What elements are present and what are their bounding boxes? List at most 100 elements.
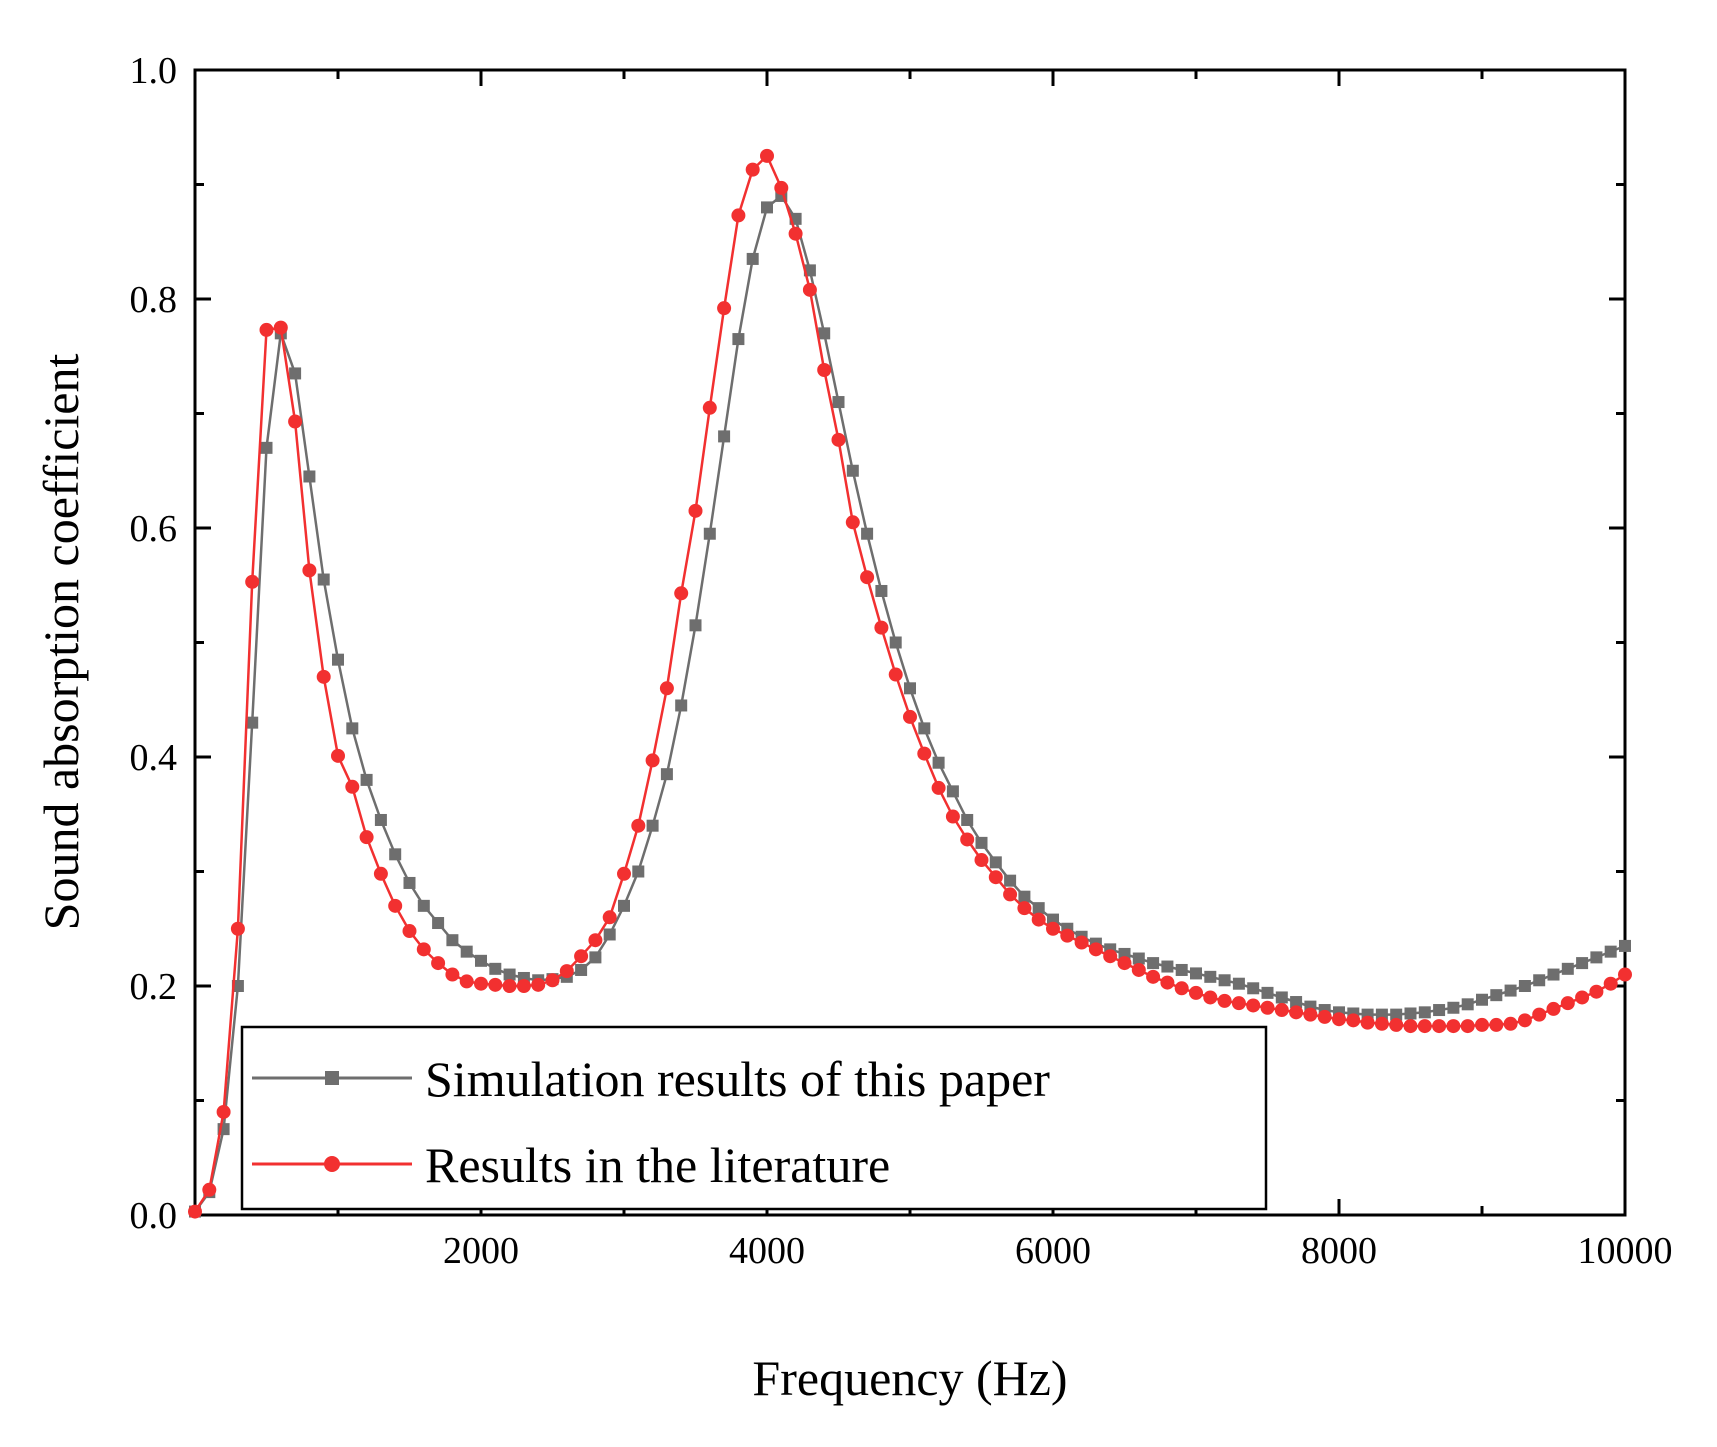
data-point (1360, 1015, 1375, 1030)
data-point (1389, 1017, 1404, 1032)
data-point (1390, 1008, 1403, 1021)
data-point (188, 1204, 202, 1219)
data-point (1490, 989, 1503, 1002)
data-point (974, 853, 989, 868)
data-point (545, 973, 560, 988)
data-point (1018, 890, 1031, 903)
data-point (674, 586, 689, 601)
data-point (1575, 990, 1590, 1005)
data-point (903, 709, 917, 724)
data-point (1132, 952, 1145, 965)
data-point (289, 367, 302, 380)
data-point (575, 963, 588, 976)
data-point (1618, 967, 1632, 982)
data-point (1217, 993, 1232, 1008)
data-point (317, 573, 330, 586)
data-point (802, 282, 817, 297)
data-point (831, 432, 846, 447)
x-tick-label: 4000 (729, 1230, 805, 1272)
data-point (260, 441, 273, 454)
data-point (1576, 957, 1589, 970)
data-point (1231, 996, 1246, 1011)
data-point (1404, 1007, 1417, 1020)
y-tick-label: 1.0 (130, 50, 178, 92)
data-point (316, 669, 331, 684)
data-point (445, 967, 460, 982)
data-point (1533, 974, 1546, 987)
data-point (1289, 1005, 1304, 1020)
legend: Simulation results of this paper Results… (240, 1025, 1268, 1211)
data-point (1603, 976, 1618, 991)
data-point (332, 653, 344, 666)
legend-item-simulation: Simulation results of this paper (252, 1051, 1050, 1107)
legend-item-literature: Results in the literature (252, 1137, 890, 1193)
data-point (618, 899, 630, 912)
y-tick-label: 0.0 (130, 1195, 178, 1237)
data-point (1074, 935, 1089, 950)
data-point (346, 722, 359, 735)
series-layer (188, 148, 1632, 1219)
legend-box (240, 1025, 1268, 1211)
data-point (845, 515, 860, 530)
data-point (202, 1182, 217, 1197)
data-point (1031, 912, 1046, 927)
data-point (1619, 939, 1631, 952)
data-point (1032, 902, 1045, 915)
data-point (861, 527, 874, 540)
legend-label-literature: Results in the literature (425, 1137, 890, 1193)
data-point (1046, 921, 1060, 936)
data-point (1589, 984, 1604, 999)
data-point (1561, 962, 1574, 975)
data-point (1303, 1007, 1318, 1022)
data-point (1161, 960, 1174, 973)
data-point (688, 503, 703, 518)
data-point (1503, 1016, 1518, 1031)
data-point (1203, 990, 1218, 1005)
data-point (761, 201, 773, 214)
data-point (389, 848, 402, 861)
data-point (1190, 967, 1202, 980)
y-tick-label: 0.4 (130, 737, 178, 779)
data-point (1117, 956, 1132, 971)
data-point (1274, 1003, 1289, 1018)
data-point (388, 898, 403, 913)
data-point (931, 780, 946, 795)
data-point (602, 910, 617, 925)
data-point (745, 162, 760, 177)
data-point (788, 226, 803, 241)
data-point (589, 951, 602, 964)
data-point (302, 563, 317, 578)
data-point (1275, 991, 1288, 1004)
data-point (245, 574, 260, 589)
data-point (246, 716, 259, 729)
data-point (431, 956, 446, 971)
data-point (475, 954, 487, 967)
data-point (732, 333, 745, 346)
data-point (731, 208, 746, 223)
data-point (932, 756, 945, 769)
data-point (1518, 980, 1531, 992)
data-point (402, 924, 417, 939)
data-point (1174, 981, 1189, 996)
data-point (416, 942, 431, 957)
data-point (1590, 951, 1603, 964)
data-point (675, 699, 688, 712)
data-point (718, 430, 731, 443)
data-point (446, 934, 459, 947)
data-point (689, 619, 702, 632)
data-point (603, 928, 616, 941)
data-point (659, 681, 674, 696)
data-point (488, 977, 503, 992)
data-point (1433, 1004, 1446, 1017)
data-point (1476, 993, 1488, 1006)
data-point (703, 527, 716, 540)
x-tick-label: 2000 (443, 1230, 519, 1272)
data-point (989, 856, 1002, 869)
y-axis-title: Sound absorption coefficient (33, 354, 89, 931)
data-point (1147, 957, 1160, 970)
data-point (975, 836, 988, 849)
data-point (1290, 996, 1303, 1009)
data-point (874, 620, 889, 635)
data-point (889, 636, 902, 649)
